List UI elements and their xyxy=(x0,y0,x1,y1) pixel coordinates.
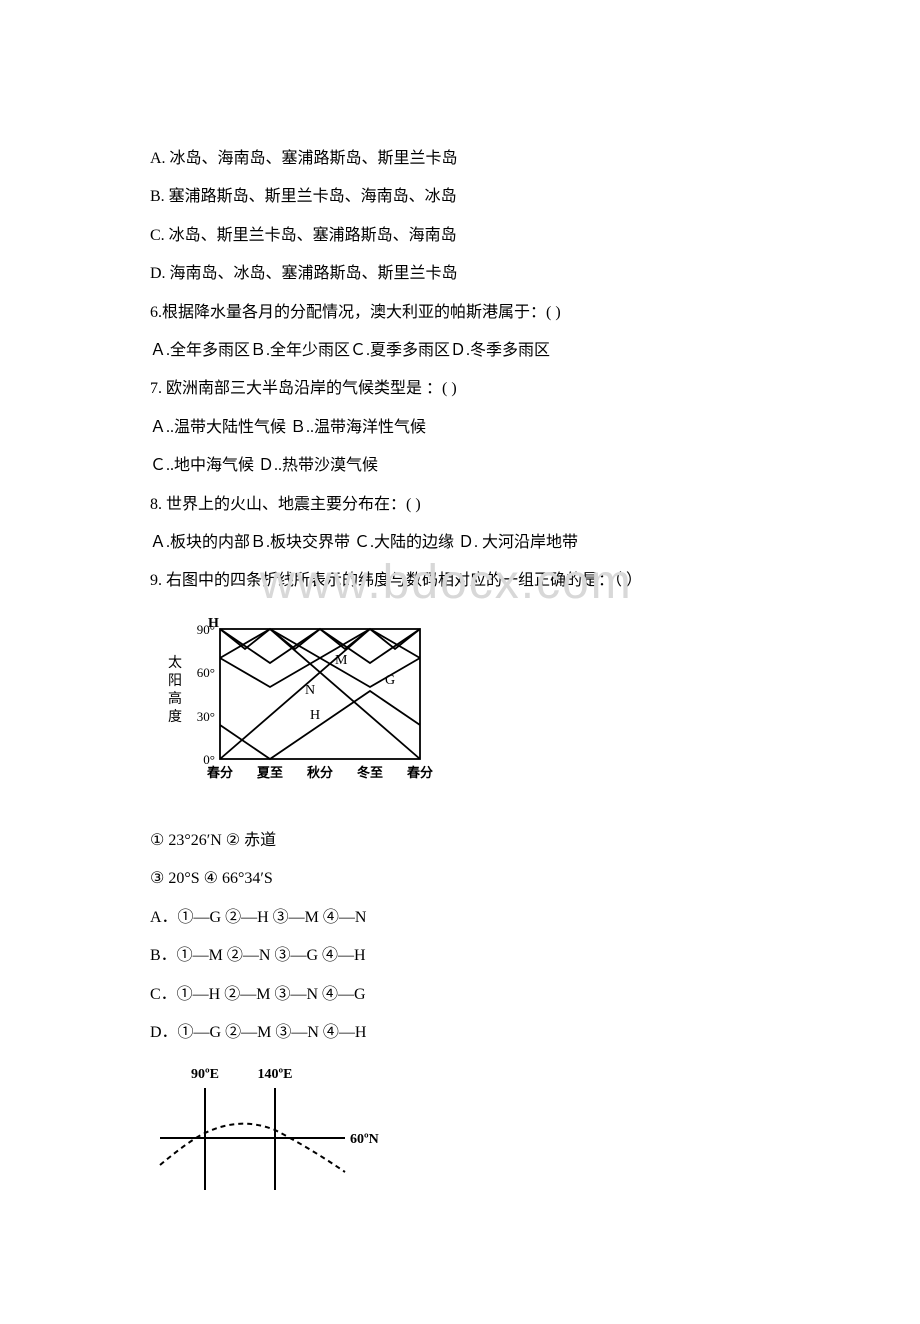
q6-stem: 6.根据降水量各月的分配情况，澳大利亚的帕斯港属于：( ) xyxy=(150,294,770,332)
q5-opt-b: B. 塞浦路斯岛、斯里兰卡岛、海南岛、冰岛 xyxy=(150,178,770,216)
q9-opt-d: D．①—G ②—M ③—N ④—H xyxy=(150,1014,770,1052)
q9-cond1: ① 23°26′N ② 赤道 xyxy=(150,822,770,860)
lat-60n: 60ºN xyxy=(350,1132,379,1147)
xlabel-dongzhi: 冬至 xyxy=(357,765,383,780)
label-M: M xyxy=(335,653,348,668)
lon-140e: 140ºE xyxy=(258,1067,293,1082)
q8-stem: 8. 世界上的火山、地震主要分布在：( ) xyxy=(150,486,770,524)
q9-stem: 9. 右图中的四条折线所表示的纬度与数码相对应的一组正确的是：（ ） xyxy=(150,562,770,600)
q8-opts: Ａ.板块的内部Ｂ.板块交界带 Ｃ.大陆的边缘 Ｄ. 大河沿岸地带 xyxy=(150,524,770,562)
y-label-4: 度 xyxy=(168,709,182,725)
xlabel-qiufen: 秋分 xyxy=(307,765,333,780)
q5-opt-d: D. 海南岛、冰岛、塞浦路斯岛、斯里兰卡岛 xyxy=(150,255,770,293)
label-G: G xyxy=(385,673,395,688)
label-N: N xyxy=(305,683,315,698)
q9-opt-b: B．①—M ②—N ③—G ④—H xyxy=(150,937,770,975)
xlabel-chunfen1: 春分 xyxy=(206,765,233,780)
dashed-curve xyxy=(160,1124,345,1172)
longitude-map-chart: 90ºE 140ºE 60ºN xyxy=(150,1060,400,1200)
q5-opt-a: A. 冰岛、海南岛、塞浦路斯岛、斯里兰卡岛 xyxy=(150,140,770,178)
document-content: A. 冰岛、海南岛、塞浦路斯岛、斯里兰卡岛 B. 塞浦路斯岛、斯里兰卡岛、海南岛… xyxy=(0,0,920,1324)
q9-cond2: ③ 20°S ④ 66°34′S xyxy=(150,860,770,898)
label-H: H xyxy=(310,708,320,723)
solar-altitude-chart: 太 阳 高 度 90° 60° 30° 0° H 春分 夏至 秋分 冬至 春分 xyxy=(150,609,440,799)
ytick-30: 30° xyxy=(197,709,215,724)
q9-opt-c: C．①—H ②—M ③—N ④—G xyxy=(150,976,770,1014)
lon-90e: 90ºE xyxy=(191,1067,219,1082)
line-top-zigzag xyxy=(220,629,420,649)
y-label-1: 太 xyxy=(168,655,182,671)
q6-opts: Ａ.全年多雨区Ｂ.全年少雨区Ｃ.夏季多雨区Ｄ.冬季多雨区 xyxy=(150,332,770,370)
ytick-60: 60° xyxy=(197,665,215,680)
q5-opt-c: C. 冰岛、斯里兰卡岛、塞浦路斯岛、海南岛 xyxy=(150,217,770,255)
q7-stem: 7. 欧洲南部三大半岛沿岸的气候类型是 ：( ) xyxy=(150,370,770,408)
q7-opts-ab: Ａ..温带大陆性气候 Ｂ..温带海洋性气候 xyxy=(150,409,770,447)
y-label-2: 阳 xyxy=(168,673,182,689)
q9-opt-a: A．①—G ②—H ③—M ④—N xyxy=(150,899,770,937)
xlabel-xiazhi: 夏至 xyxy=(256,765,283,780)
label-H-top: H xyxy=(208,616,219,631)
line-H xyxy=(220,691,420,759)
xlabel-chunfen2: 春分 xyxy=(406,765,433,780)
q7-opts-cd: Ｃ..地中海气候 Ｄ..热带沙漠气候 xyxy=(150,447,770,485)
y-label-3: 高 xyxy=(168,690,182,707)
